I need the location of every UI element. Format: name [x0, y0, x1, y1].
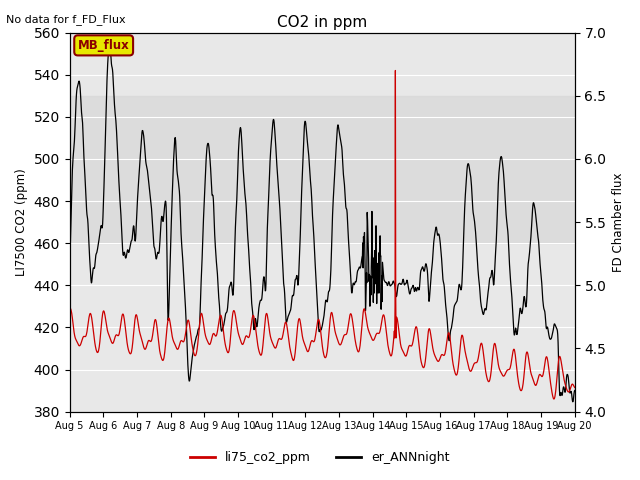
Text: MB_flux: MB_flux — [78, 39, 129, 52]
Text: No data for f_FD_Flux: No data for f_FD_Flux — [6, 14, 126, 25]
Legend: li75_co2_ppm, er_ANNnight: li75_co2_ppm, er_ANNnight — [186, 446, 454, 469]
Y-axis label: LI7500 CO2 (ppm): LI7500 CO2 (ppm) — [15, 168, 28, 276]
Y-axis label: FD Chamber flux: FD Chamber flux — [612, 172, 625, 272]
Bar — [70, 96, 575, 243]
Title: CO2 in ppm: CO2 in ppm — [277, 15, 367, 30]
